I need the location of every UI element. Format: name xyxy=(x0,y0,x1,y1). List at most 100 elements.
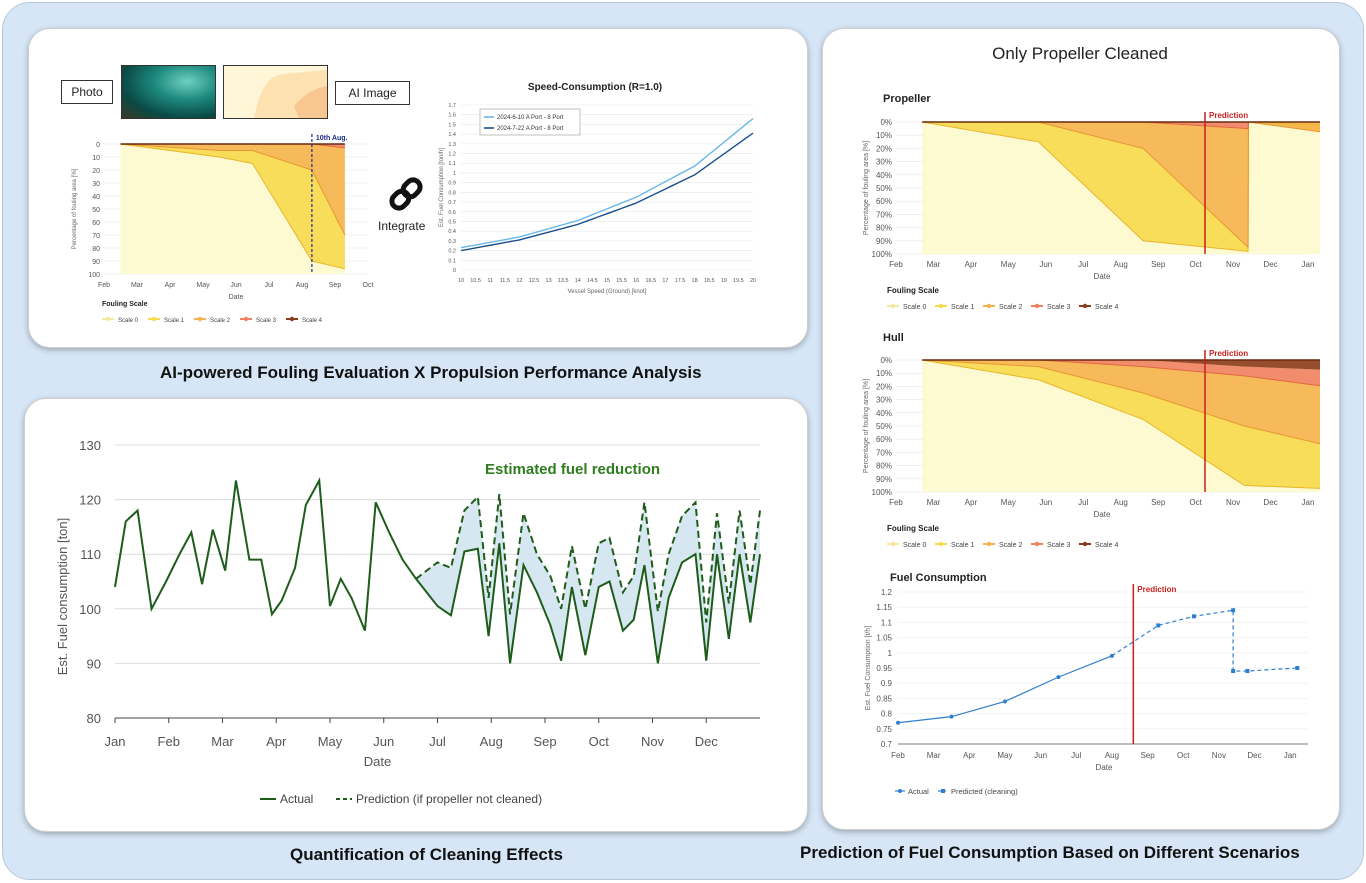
x-tick-label: May xyxy=(1001,498,1016,507)
x-tick-label: 19.5 xyxy=(733,278,744,284)
scale-1-area xyxy=(922,360,1320,489)
y-tick-label: 1.2 xyxy=(448,152,456,158)
x-tick-label: Jan xyxy=(1302,498,1315,507)
x-tick-label: Oct xyxy=(1189,260,1202,269)
x-tick-label: 19 xyxy=(721,278,727,284)
x-tick-label: Oct xyxy=(1177,751,1190,760)
y-tick-label: 1.4 xyxy=(448,132,456,138)
y-tick-label: 0% xyxy=(880,118,892,127)
chart-title: Hull xyxy=(883,332,904,344)
y-tick-label: 0.8 xyxy=(448,190,456,196)
legend-label: Scale 1 xyxy=(951,542,974,549)
chart-title: Fuel Consumption xyxy=(890,572,987,584)
x-axis-label: Date xyxy=(1094,510,1111,519)
x-tick-label: Nov xyxy=(1226,260,1240,269)
x-tick-label: Jun xyxy=(1039,498,1052,507)
y-tick-label: 20% xyxy=(876,382,892,391)
legend-label: Scale 2 xyxy=(999,304,1022,311)
y-tick-label: 100% xyxy=(872,250,892,259)
legend-marker xyxy=(289,316,295,322)
y-tick-label: 1.1 xyxy=(881,618,893,627)
x-tick-label: Feb xyxy=(98,282,110,289)
y-tick-label: 20% xyxy=(876,144,892,153)
scale-3-area xyxy=(922,122,1320,129)
y-tick-label: 80% xyxy=(876,462,892,471)
legend-title: Fouling Scale xyxy=(887,524,940,533)
y-tick-label: 90 xyxy=(87,656,101,671)
y-tick-label: 40% xyxy=(876,171,892,180)
x-tick-label: Mar xyxy=(211,734,234,749)
legend-marker xyxy=(890,541,896,547)
x-tick-label: 15.5 xyxy=(616,278,627,284)
data-point xyxy=(949,714,954,719)
y-axis-label: Percentage of fouling area [%] xyxy=(72,168,78,249)
legend-marker xyxy=(1034,541,1040,547)
x-tick-label: 11.5 xyxy=(500,278,510,284)
y-axis-label: Percentage of fouling area [%] xyxy=(863,141,870,235)
scale-2-area xyxy=(120,144,345,235)
x-tick-label: Aug xyxy=(1105,751,1119,760)
y-tick-label: 100 xyxy=(88,272,100,279)
data-point xyxy=(1231,669,1236,674)
caption-cleaning-effects: Quantification of Cleaning Effects xyxy=(290,845,563,864)
y-tick-label: 10% xyxy=(876,131,892,140)
y-tick-label: 90% xyxy=(876,475,892,484)
scale-2-area xyxy=(922,360,1320,444)
x-tick-label: Sep xyxy=(1151,498,1166,507)
x-tick-label: Jun xyxy=(1034,751,1047,760)
y-tick-label: 0.95 xyxy=(876,664,892,673)
legend-marker xyxy=(1034,303,1040,309)
legend-label: Scale 4 xyxy=(1095,542,1118,549)
boundary-line-scale1_2 xyxy=(922,359,1320,445)
x-tick-label: Feb xyxy=(891,751,905,760)
x-tick-label: Feb xyxy=(889,260,903,269)
x-tick-label: Jul xyxy=(429,734,446,749)
x-tick-label: Jan xyxy=(1302,260,1315,269)
y-tick-label: 0.2 xyxy=(448,249,456,255)
y-tick-label: 1.2 xyxy=(881,588,893,597)
y-tick-label: 90% xyxy=(876,237,892,246)
x-tick-label: Dec xyxy=(1263,260,1277,269)
ai-image-thumbnail xyxy=(223,65,328,119)
x-tick-label: Sep xyxy=(1151,260,1166,269)
legend-marker-predicted xyxy=(941,789,945,793)
y-tick-label: 70% xyxy=(876,448,892,457)
fuel-consumption-chart: Fuel Consumption 0.7 0.75 0.8 0.85 0.9 0.95 1 1.… xyxy=(865,572,1308,796)
scale-4-area xyxy=(922,360,1320,370)
legend-label-actual: Actual xyxy=(280,792,313,806)
y-tick-label: 0.9 xyxy=(881,679,893,688)
caption-fouling-evaluation: AI-powered Fouling Evaluation X Propulsi… xyxy=(160,363,702,382)
link-icon xyxy=(386,174,426,214)
x-tick-label: Feb xyxy=(158,734,180,749)
legend-marker-actual xyxy=(898,789,902,793)
x-tick-label: Nov xyxy=(1226,498,1240,507)
x-tick-label: 16.5 xyxy=(645,278,656,284)
y-tick-label: 70% xyxy=(876,210,892,219)
right-panel-title: Only Propeller Cleaned xyxy=(992,44,1168,63)
y-tick-label: 0.1 xyxy=(448,258,456,264)
y-tick-label: 50% xyxy=(876,422,892,431)
x-tick-label: Apr xyxy=(165,282,177,289)
annotation-fuel-reduction: Estimated fuel reduction xyxy=(485,461,660,478)
x-tick-label: Aug xyxy=(480,734,503,749)
series-line-1 xyxy=(1111,609,1298,672)
x-tick-label: 12 xyxy=(516,278,522,284)
y-tick-label: 30 xyxy=(92,181,100,188)
y-axis-label: Est. Fuel consumption [ton] xyxy=(55,518,70,676)
x-tick-label: 10.5 xyxy=(470,278,481,284)
data-point xyxy=(1002,699,1007,704)
legend-title: Fouling Scale xyxy=(102,301,148,308)
legend-box xyxy=(479,108,581,136)
legend-label: Scale 0 xyxy=(903,542,926,549)
series-line-0 xyxy=(897,655,1113,724)
y-tick-label: 100% xyxy=(872,488,892,497)
legend-marker xyxy=(197,316,203,322)
x-axis-label: Date xyxy=(364,754,391,769)
x-tick-label: Dec xyxy=(1263,498,1277,507)
x-axis-label: Date xyxy=(229,294,244,301)
y-axis-label: Est. Fuel Consumption [ton/h] xyxy=(439,148,445,227)
data-point xyxy=(1245,669,1250,674)
y-tick-label: 0.8 xyxy=(881,710,893,719)
legend-marker xyxy=(938,541,944,547)
x-tick-label: Apr xyxy=(963,751,976,760)
